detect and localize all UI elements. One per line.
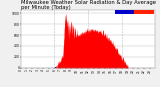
Text: Milwaukee Weather Solar Radiation & Day Average per Minute (Today): Milwaukee Weather Solar Radiation & Day … [21, 0, 156, 10]
